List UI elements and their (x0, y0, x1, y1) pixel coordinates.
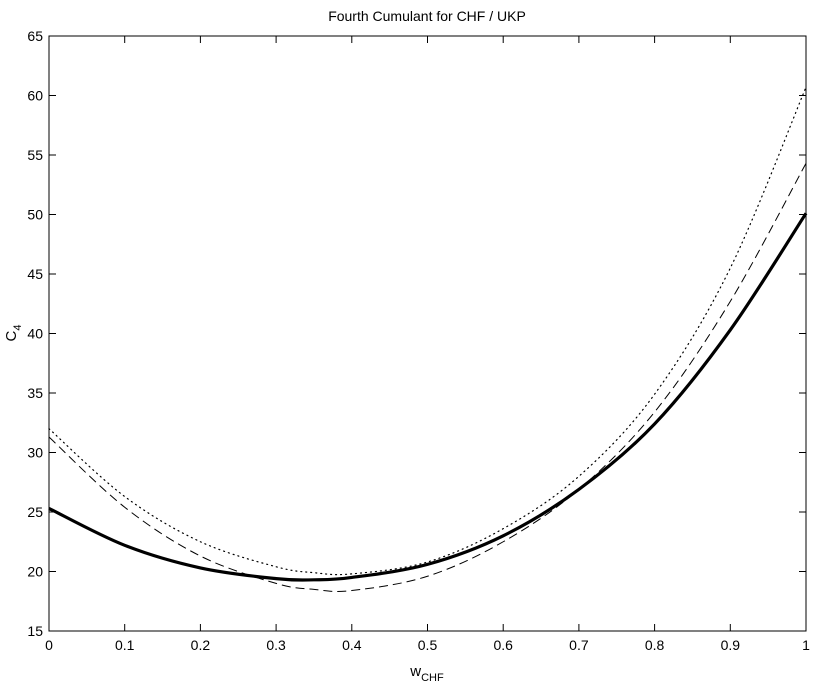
series-layer (48, 86, 808, 592)
y-tick-label: 30 (27, 445, 43, 461)
y-axis-label-main: C (3, 330, 20, 341)
y-tick-label: 35 (27, 385, 43, 401)
x-tick-label: 0 (45, 637, 53, 653)
series-line-solid-thick (48, 212, 808, 582)
chart-title: Fourth Cumulant for CHF / UKP (328, 8, 526, 24)
x-tick-label: 0.4 (342, 637, 362, 653)
series-line-dotted (48, 86, 807, 576)
x-tick-label: 0.8 (645, 637, 665, 653)
y-tick-label: 45 (27, 266, 43, 282)
y-axis-label-sub: 4 (12, 325, 24, 331)
ticks-layer: 0 0.1 0.2 0.3 0.4 0.5 0.6 0.7 0.8 0.9 1 15 20 25 30 35 4… (27, 28, 810, 653)
series-line-dashed (48, 163, 807, 592)
x-tick-label: 0.7 (569, 637, 589, 653)
y-tick-label: 25 (27, 504, 43, 520)
x-tick-label: 0.9 (721, 637, 741, 653)
x-tick-label: 0.5 (418, 637, 438, 653)
x-tick-label: 0.3 (266, 637, 286, 653)
y-tick-label: 55 (27, 147, 43, 163)
y-tick-label: 20 (27, 564, 43, 580)
x-axis-label-sub: CHF (421, 672, 444, 684)
y-tick-label: 60 (27, 88, 43, 104)
y-tick-label: 40 (27, 326, 43, 342)
x-tick-label: 0.6 (493, 637, 513, 653)
plot-frame (48, 35, 807, 632)
y-tick-label: 15 (27, 623, 43, 639)
y-tick-label: 50 (27, 207, 43, 223)
x-axis-label: wCHF (409, 663, 444, 684)
x-tick-label: 0.1 (115, 637, 135, 653)
x-axis-label-main: w (409, 663, 421, 680)
x-tick-label: 0.2 (191, 637, 211, 653)
y-axis-label: C4 (3, 325, 24, 342)
x-tick-label: 1 (802, 637, 810, 653)
y-tick-label: 65 (27, 28, 43, 44)
